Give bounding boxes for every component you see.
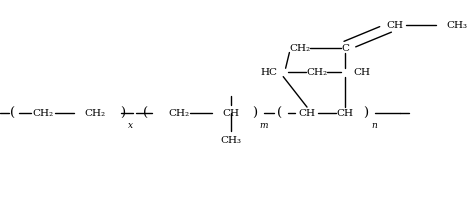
Text: CH: CH	[222, 109, 239, 118]
Text: CH₂: CH₂	[32, 109, 53, 118]
Text: ): )	[252, 107, 257, 120]
Text: CH₂: CH₂	[85, 109, 106, 118]
Text: m: m	[259, 122, 268, 130]
Text: CH₂: CH₂	[168, 109, 189, 118]
Text: ): )	[363, 107, 368, 120]
Text: HC: HC	[260, 68, 277, 77]
Text: CH: CH	[337, 109, 354, 118]
Text: CH: CH	[298, 109, 316, 118]
Text: CH: CH	[387, 21, 404, 30]
Text: (: (	[278, 107, 282, 120]
Text: (: (	[10, 107, 15, 120]
Text: CH₃: CH₃	[220, 136, 241, 145]
Text: CH₂: CH₂	[289, 44, 310, 53]
Text: CH: CH	[354, 68, 371, 77]
Text: C: C	[341, 44, 349, 53]
Text: ): )	[120, 107, 125, 120]
Text: CH₂: CH₂	[306, 68, 327, 77]
Text: x: x	[129, 122, 133, 130]
Text: (: (	[143, 107, 148, 120]
Text: n: n	[371, 122, 377, 130]
Text: CH₃: CH₃	[446, 21, 467, 30]
